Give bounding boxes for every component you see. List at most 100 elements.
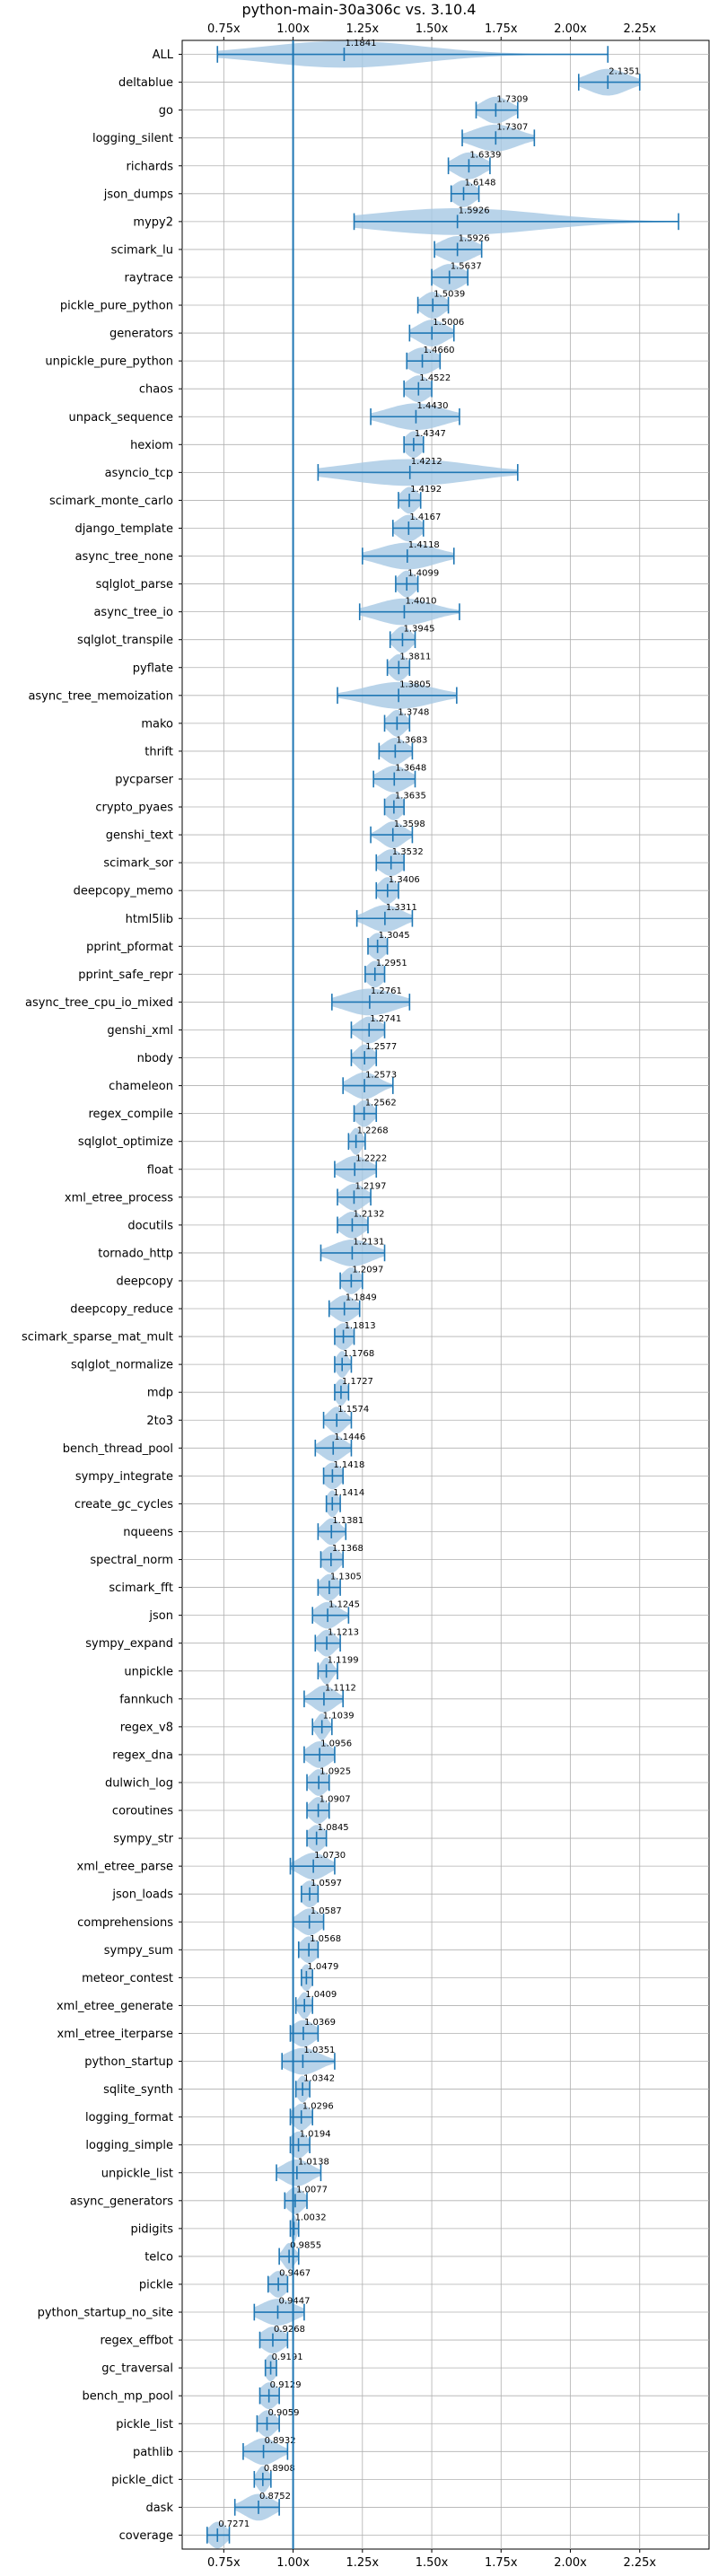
value-label-logging_simple: 1.0194 [300,2129,331,2139]
value-label-unpickle_pure_python: 1.4660 [424,346,455,355]
value-label-scimark_lu: 1.5926 [459,234,490,244]
category-label-logging_format: logging_format [85,2111,173,2125]
category-label-hexiom: hexiom [130,439,173,452]
value-label-ALL: 1.1841 [345,39,376,48]
value-label-deepcopy: 1.2097 [352,1266,383,1275]
category-label-chameleon: chameleon [109,1080,173,1093]
value-label-regex_v8: 1.1039 [323,1712,355,1722]
category-label-pickle: pickle [139,2278,173,2291]
category-label-asyncio_tcp: asyncio_tcp [105,467,173,480]
value-label-xml_etree_process: 1.2197 [355,1181,386,1191]
value-label-bench_mp_pool: 0.9129 [270,2380,302,2390]
value-label-html5lib: 1.3311 [386,903,417,913]
category-label-scimark_fft: scimark_fft [109,1582,173,1595]
category-label-deepcopy: deepcopy [116,1275,173,1288]
value-label-comprehensions: 1.0587 [311,1906,342,1916]
category-label-deepcopy_memo: deepcopy_memo [74,885,173,898]
x-tick-label-bottom: 2.00x [554,2556,587,2570]
category-label-tornado_http: tornado_http [98,1247,173,1260]
value-label-float: 1.2222 [355,1153,387,1163]
x-tick-label-top: 2.25x [623,22,656,36]
value-label-coroutines: 1.0907 [320,1795,351,1805]
value-label-thrift: 1.3683 [396,736,427,746]
category-label-sympy_sum: sympy_sum [104,1944,173,1958]
value-label-mako: 1.3748 [398,708,429,718]
category-label-xml_etree_iterparse: xml_etree_iterparse [57,2028,173,2041]
value-label-async_generators: 1.0077 [296,2185,328,2195]
value-label-genshi_text: 1.3598 [394,819,425,829]
value-label-docutils: 1.2132 [353,1210,384,1220]
category-label-bench_thread_pool: bench_thread_pool [63,1442,173,1456]
category-label-pickle_pure_python: pickle_pure_python [60,300,173,313]
category-label-pidigits: pidigits [131,2222,174,2236]
value-label-xml_etree_iterparse: 1.0369 [304,2018,336,2028]
category-label-async_tree_io: async_tree_io [93,606,173,619]
value-label-pprint_pformat: 1.3045 [379,931,410,941]
category-label-async_tree_cpu_io_mixed: async_tree_cpu_io_mixed [25,996,173,1010]
category-label-pycparser: pycparser [115,773,173,786]
category-label-xml_etree_generate: xml_etree_generate [57,2000,173,2013]
value-label-telco: 0.9855 [290,2241,321,2251]
value-label-unpickle: 1.1199 [328,1655,359,1665]
category-label-xml_etree_parse: xml_etree_parse [77,1861,173,1874]
value-label-xml_etree_parse: 1.0730 [314,1851,346,1861]
value-label-sympy_integrate: 1.1418 [333,1460,364,1470]
category-label-sqlglot_parse: sqlglot_parse [96,578,173,591]
category-label-nbody: nbody [137,1052,174,1065]
category-label-create_gc_cycles: create_gc_cycles [74,1498,173,1511]
category-label-mypy2: mypy2 [133,215,173,229]
x-tick-label-top: 1.25x [346,22,379,36]
value-label-fannkuch: 1.1112 [325,1683,356,1693]
value-label-unpickle_list: 1.0138 [298,2157,329,2167]
value-label-async_tree_io: 1.4010 [405,596,436,606]
category-label-comprehensions: comprehensions [77,1916,173,1930]
value-label-spectral_norm: 1.1368 [332,1544,363,1554]
category-label-mako: mako [141,717,173,731]
category-label-pprint_pformat: pprint_pformat [86,941,173,954]
category-label-scimark_sor: scimark_sor [103,857,173,871]
category-label-regex_dna: regex_dna [112,1748,173,1762]
value-label-pprint_safe_repr: 1.2951 [376,959,407,968]
value-label-sqlglot_optimize: 1.2268 [357,1126,389,1135]
value-label-logging_format: 1.0296 [302,2101,334,2111]
category-label-bench_mp_pool: bench_mp_pool [82,2390,173,2404]
value-label-nbody: 1.2577 [365,1042,397,1052]
category-label-regex_effbot: regex_effbot [100,2335,173,2348]
category-label-logging_simple: logging_simple [85,2139,173,2152]
value-label-regex_effbot: 0.9268 [274,2325,305,2335]
category-label-async_tree_none: async_tree_none [75,550,173,564]
value-label-meteor_contest: 1.0479 [307,1962,338,1972]
category-label-mdp: mdp [147,1387,173,1400]
value-label-chameleon: 1.2573 [365,1070,397,1080]
category-label-deltablue: deltablue [118,76,173,90]
value-label-deltablue: 2.1351 [609,66,640,76]
chart-title: python-main-30a306c vs. 3.10.4 [241,1,477,18]
category-label-deepcopy_reduce: deepcopy_reduce [70,1303,173,1317]
category-label-regex_v8: regex_v8 [120,1721,173,1734]
value-label-json_dumps: 1.6148 [465,178,496,188]
category-label-json_loads: json_loads [111,1888,173,1902]
value-label-django_template: 1.4167 [409,513,441,522]
value-label-pickle_list: 0.9059 [268,2408,300,2418]
category-label-meteor_contest: meteor_contest [82,1972,173,1985]
value-label-generators: 1.5006 [433,318,464,328]
category-label-coroutines: coroutines [112,1805,173,1818]
category-label-dask: dask [145,2502,173,2515]
category-label-html5lib: html5lib [126,913,173,926]
category-label-sympy_integrate: sympy_integrate [75,1470,173,1484]
value-label-scimark_sparse_mat_mult: 1.1813 [345,1321,376,1331]
category-label-generators: generators [109,328,173,341]
x-tick-label-bottom: 1.50x [416,2556,449,2570]
value-label-deepcopy_memo: 1.3406 [389,875,420,885]
value-label-raytrace: 1.5637 [451,262,482,272]
category-label-ALL: ALL [153,48,174,62]
category-label-genshi_xml: genshi_xml [107,1024,173,1038]
value-label-pycparser: 1.3648 [395,764,426,774]
category-label-sympy_str: sympy_str [113,1833,173,1846]
value-label-sqlglot_normalize: 1.1768 [343,1349,374,1359]
value-label-mdp: 1.1727 [342,1377,373,1387]
x-tick-label-top: 2.00x [554,22,587,36]
x-tick-label-bottom: 1.75x [485,2556,518,2570]
value-label-go: 1.7309 [496,94,528,104]
category-label-dulwich_log: dulwich_log [105,1776,173,1790]
